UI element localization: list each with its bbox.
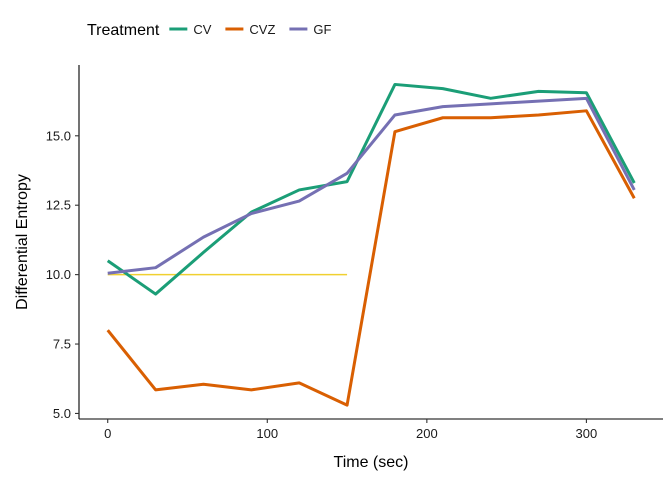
y-tick-label: 7.5 (53, 337, 71, 352)
y-tick-label: 15.0 (46, 128, 71, 143)
series-line-cv (106, 82, 636, 296)
x-axis-title: Time (sec) (334, 454, 409, 471)
y-axis-title: Differential Entropy (14, 174, 31, 310)
legend-item-cvz: CVZ (225, 22, 275, 37)
y-tick-label: 10.0 (46, 267, 71, 282)
series-line-gf (107, 96, 636, 275)
x-tick-label: 300 (576, 426, 598, 441)
y-tick-label: 5.0 (53, 406, 71, 421)
legend-item-gf: GF (289, 22, 332, 37)
legend-label: CV (193, 22, 211, 37)
legend-label: GF (313, 22, 331, 37)
legend-label: CVZ (249, 22, 275, 37)
plot-area (106, 82, 636, 407)
y-tick-label: 12.5 (46, 198, 71, 213)
legend: Treatment CV CVZ GF (87, 22, 332, 39)
axes: Time (sec) Differential Entropy 5.0 7.5 10… (14, 65, 663, 471)
x-tick-label: 100 (256, 426, 278, 441)
series-line-cvz (106, 109, 636, 407)
legend-item-cv: CV (169, 22, 212, 37)
x-tick-label: 0 (104, 426, 111, 441)
legend-title: Treatment (87, 22, 160, 39)
x-tick-label: 200 (416, 426, 438, 441)
